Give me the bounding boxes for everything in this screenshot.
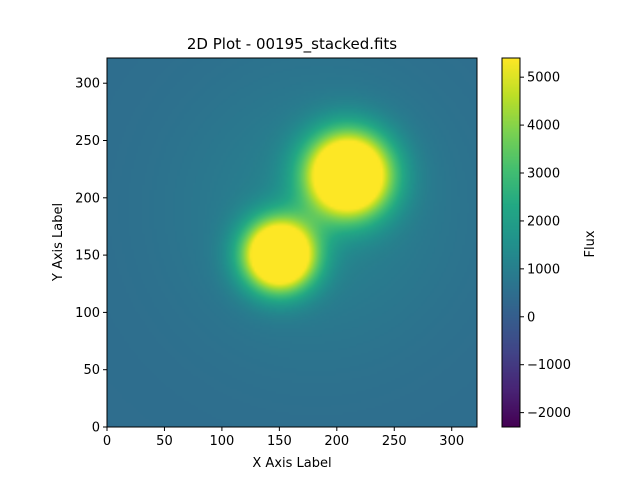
y-tick-label: 150 <box>75 249 100 264</box>
y-axis-label: Y Axis Label <box>51 203 66 282</box>
colorbar-tick-label: −2000 <box>527 406 571 421</box>
x-axis-label: X Axis Label <box>252 456 331 471</box>
y-tick-label: 100 <box>75 306 100 321</box>
plot-frame <box>106 57 478 428</box>
x-tick-label: 0 <box>103 434 111 449</box>
x-tick-label: 200 <box>324 434 349 449</box>
colorbar-tick-label: −1000 <box>527 358 571 373</box>
heatmap-image <box>107 58 477 427</box>
x-tick-label: 100 <box>209 434 234 449</box>
x-tick-label: 150 <box>267 434 292 449</box>
y-tick-label: 0 <box>92 421 100 436</box>
colorbar-tick-label: 2000 <box>527 214 560 229</box>
colorbar-label: Flux <box>583 230 598 257</box>
colorbar-tick-label: 0 <box>527 310 535 325</box>
colorbar-frame <box>501 57 521 428</box>
x-tick-label: 50 <box>156 434 173 449</box>
colorbar-tick-label: 3000 <box>527 167 560 182</box>
x-axis-ticks: 0 50 100 150 200 250 300 <box>103 427 464 449</box>
x-tick-label: 300 <box>439 434 464 449</box>
y-tick-label: 300 <box>75 77 100 92</box>
y-tick-label: 50 <box>83 363 100 378</box>
y-axis-ticks: 0 50 100 150 200 250 300 <box>75 77 107 436</box>
colorbar-tick-label: 1000 <box>527 262 560 277</box>
y-tick-label: 250 <box>75 134 100 149</box>
colorbar-gradient <box>502 58 520 427</box>
heatmap-area <box>106 57 478 428</box>
colorbar-ticks: −2000 −1000 0 1000 2000 3000 4000 5000 <box>520 71 571 421</box>
x-tick-label: 250 <box>382 434 407 449</box>
colorbar-tick-label: 5000 <box>527 71 560 86</box>
colorbar-tick-label: 4000 <box>527 119 560 134</box>
chart-title: 2D Plot - 00195_stacked.fits <box>187 35 397 54</box>
colorbar: −2000 −1000 0 1000 2000 3000 4000 5000 Flux <box>501 57 598 428</box>
y-tick-label: 200 <box>75 191 100 206</box>
